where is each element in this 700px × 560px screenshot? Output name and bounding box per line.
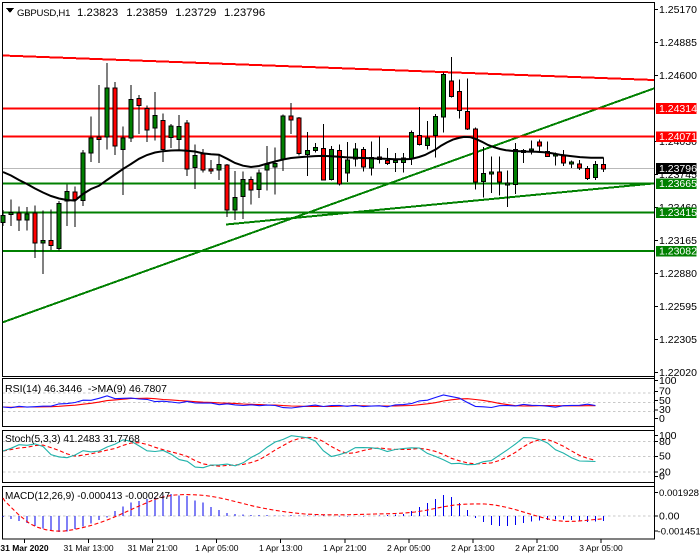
svg-text:70: 70 [659, 386, 671, 398]
svg-text:RSI(14) 46.3446 ->MA(9) 46.78: RSI(14) 46.3446 ->MA(9) 46.7807 [5, 383, 167, 395]
svg-text:-0.001451: -0.001451 [658, 527, 700, 538]
svg-text:50: 50 [659, 450, 671, 462]
svg-text:1 Apr 21:00: 1 Apr 21:00 [323, 543, 367, 553]
svg-text:1.24071: 1.24071 [659, 131, 697, 143]
svg-text:30: 30 [659, 404, 671, 416]
svg-text:1.22880: 1.22880 [659, 268, 697, 280]
svg-text:1.25170: 1.25170 [659, 4, 697, 16]
svg-text:2 Apr 13:00: 2 Apr 13:00 [451, 543, 495, 553]
svg-text:1.22020: 1.22020 [659, 367, 697, 379]
svg-text:80: 80 [659, 436, 671, 448]
svg-text:1.23415: 1.23415 [659, 207, 697, 219]
svg-text:1.23859: 1.23859 [126, 7, 167, 19]
svg-text:0: 0 [659, 471, 665, 483]
svg-text:1.23729: 1.23729 [175, 7, 216, 19]
svg-text:1.23665: 1.23665 [659, 178, 697, 190]
svg-text:1 Apr 05:00: 1 Apr 05:00 [195, 543, 239, 553]
svg-text:1.24600: 1.24600 [659, 70, 697, 82]
svg-text:Stoch(5,3,3) 41.2483 31.7768: Stoch(5,3,3) 41.2483 31.7768 [5, 434, 140, 445]
svg-text:20: 20 [659, 466, 671, 478]
svg-text:0: 0 [659, 413, 665, 425]
svg-text:1 Apr 13:00: 1 Apr 13:00 [259, 543, 303, 553]
svg-text:0.001928: 0.001928 [659, 488, 699, 499]
svg-text:31 Mar 2020: 31 Mar 2020 [0, 543, 48, 553]
svg-text:100: 100 [659, 430, 677, 442]
svg-text:1.23796: 1.23796 [659, 163, 697, 175]
svg-text:2 Apr 21:00: 2 Apr 21:00 [515, 543, 559, 553]
svg-text:GBPUSD,H1: GBPUSD,H1 [17, 8, 70, 19]
svg-text:0.00: 0.00 [659, 511, 680, 523]
svg-text:1.23165: 1.23165 [659, 235, 697, 247]
svg-text:100: 100 [659, 375, 677, 387]
svg-text:50: 50 [659, 395, 671, 407]
svg-text:1.23796: 1.23796 [224, 7, 265, 19]
svg-text:1.23823: 1.23823 [77, 7, 118, 19]
svg-text:1.24885: 1.24885 [659, 37, 697, 49]
svg-text:1.23082: 1.23082 [659, 246, 697, 258]
svg-text:3 Apr 05:00: 3 Apr 05:00 [579, 543, 623, 553]
svg-text:2 Apr 05:00: 2 Apr 05:00 [387, 543, 431, 553]
svg-text:1.22305: 1.22305 [659, 334, 697, 346]
svg-text:31 Mar 13:00: 31 Mar 13:00 [64, 543, 114, 553]
svg-text:MACD(12,26,9) -0.000413 -0.000: MACD(12,26,9) -0.000413 -0.000247 [5, 491, 171, 502]
svg-text:1.22595: 1.22595 [659, 301, 697, 313]
svg-text:1.24314: 1.24314 [659, 103, 697, 115]
svg-text:31 Mar 21:00: 31 Mar 21:00 [128, 543, 178, 553]
